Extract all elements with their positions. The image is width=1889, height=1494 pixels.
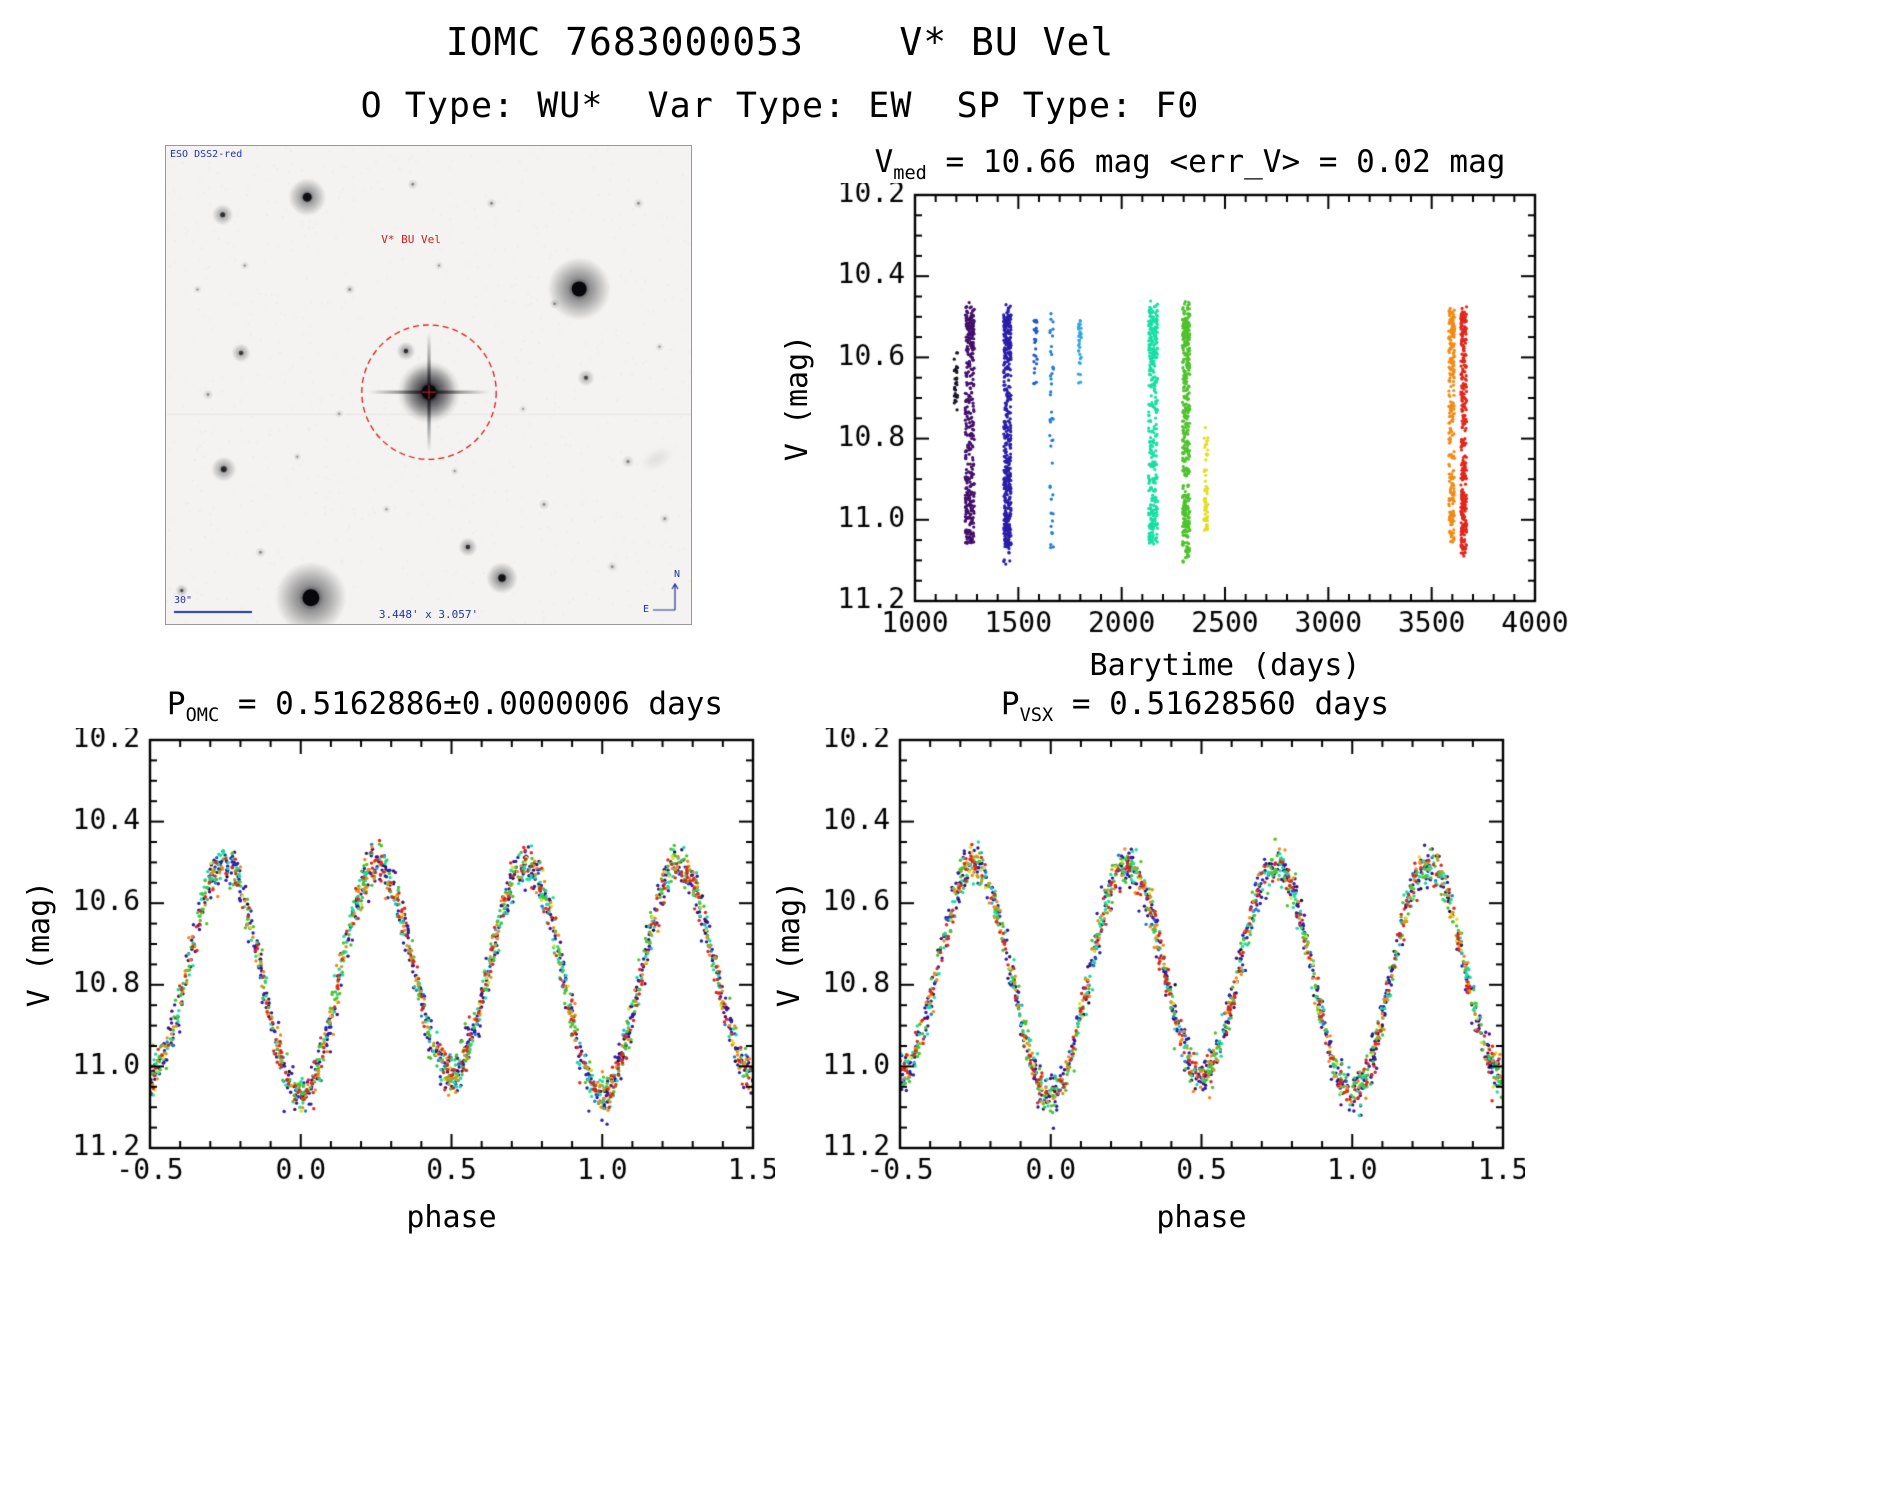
field-of-view-label: 3.448' x 3.057' (378, 608, 479, 621)
phase-omc-scatter-plot (55, 728, 775, 1206)
phase-vsx-scatter-plot (805, 728, 1525, 1206)
page-title: IOMC 7683000053 V* BU Vel (445, 20, 1115, 64)
chart-title-pvsx: PVSX = 0.51628560 days (835, 686, 1555, 726)
chart-title-pomc: POMC = 0.5162886±0.0000006 days (85, 686, 805, 726)
survey-label: ESO DSS2-red (170, 149, 243, 160)
barytime-scatter-plot (820, 183, 1570, 663)
scale-bar-label: 30" (174, 595, 193, 606)
x-axis-label-phase-vsx: phase (1156, 1200, 1247, 1235)
chart-title-pomc-base: P (166, 686, 186, 722)
y-axis-label-phase-vsx: V (mag) (772, 880, 807, 1008)
x-axis-label-barytime: Barytime (days) (1089, 648, 1361, 683)
chart-title-vmed-base: V (874, 144, 894, 180)
target-star-label: V* BU Vel (381, 233, 441, 247)
chart-title-pomc-rest: = 0.5162886±0.0000006 days (219, 686, 724, 722)
chart-title-pvsx-base: P (1000, 686, 1020, 722)
compass-north-label: N (673, 569, 680, 580)
star-field-canvas (166, 146, 691, 624)
finder-image: ESO DSS2-red V* BU Vel 30" 3.448' x 3.05… (165, 145, 692, 625)
chart-title-vmed: Vmed = 10.66 mag <err_V> = 0.02 mag (820, 144, 1560, 184)
y-axis-label-barytime: V (mag) (780, 334, 815, 462)
chart-title-pomc-sub: OMC (185, 705, 220, 727)
chart-title-pvsx-sub: VSX (1019, 705, 1054, 727)
compass-east-label: E (642, 604, 649, 615)
chart-title-vmed-rest: = 10.66 mag <err_V> = 0.02 mag (926, 144, 1506, 180)
chart-title-vmed-sub: med (893, 163, 927, 185)
chart-title-pvsx-rest: = 0.51628560 days (1053, 686, 1390, 722)
x-axis-label-phase-omc: phase (406, 1200, 497, 1235)
page-subtitle: O Type: WU* Var Type: EW SP Type: F0 (360, 86, 1200, 126)
y-axis-label-phase-omc: V (mag) (22, 880, 57, 1008)
